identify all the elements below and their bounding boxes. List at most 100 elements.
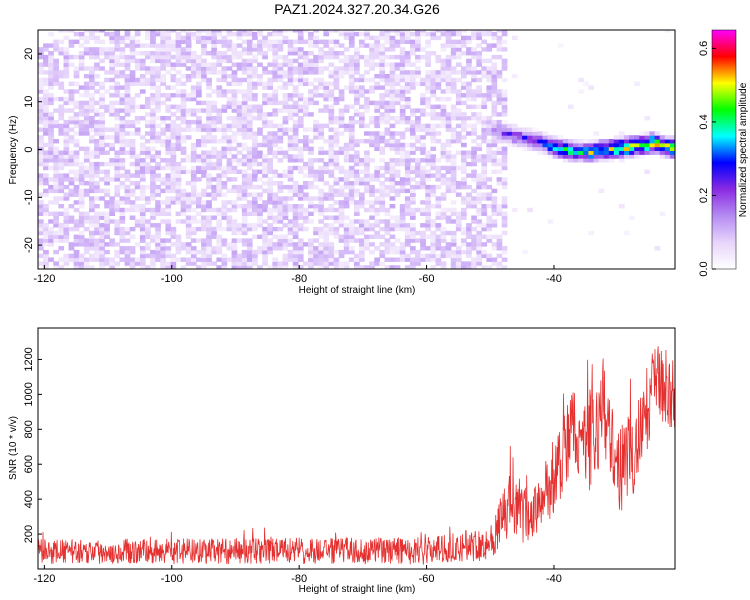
- heatmap-cell: [486, 131, 493, 136]
- heatmap-cell: [38, 116, 44, 121]
- heatmap-cell: [435, 70, 442, 75]
- heatmap-cell: [124, 58, 131, 64]
- heatmap-cell: [216, 257, 223, 262]
- heatmap-cell: [461, 43, 467, 48]
- heatmap-cell: [48, 100, 54, 106]
- heatmap-cell: [160, 100, 166, 106]
- heatmap-cell: [359, 93, 365, 98]
- heatmap-cell: [38, 96, 44, 102]
- heatmap-cell: [471, 154, 477, 159]
- heatmap-cell: [328, 93, 335, 98]
- heatmap-cell: [450, 177, 457, 182]
- heatmap-cell: [53, 261, 59, 266]
- heatmap-cell: [603, 154, 610, 159]
- heatmap-cell: [246, 249, 253, 255]
- heatmap-cell: [333, 70, 340, 75]
- heatmap-cell: [476, 89, 482, 94]
- heatmap-cell: [180, 112, 187, 117]
- heatmap-cell: [425, 96, 431, 102]
- heatmap-cell: [364, 200, 370, 205]
- heatmap-cell: [404, 100, 411, 106]
- heatmap-cell: [348, 188, 355, 194]
- heatmap-cell: [389, 249, 396, 255]
- heatmap-cell: [155, 31, 161, 37]
- heatmap-cell: [420, 77, 426, 83]
- heatmap-cell: [313, 204, 319, 209]
- heatmap-cell: [292, 219, 299, 224]
- heatmap-cell: [374, 123, 380, 129]
- heatmap-cell: [206, 253, 212, 259]
- heatmap-cell: [343, 181, 350, 186]
- heatmap-cell: [201, 30, 207, 33]
- heatmap-cell: [277, 77, 284, 83]
- heatmap-cell: [669, 150, 675, 155]
- heatmap-cell: [486, 257, 493, 262]
- heatmap-cell: [246, 246, 253, 251]
- heatmap-cell: [420, 211, 426, 216]
- heatmap-cell: [379, 96, 386, 102]
- heatmap-cell: [374, 165, 380, 171]
- heatmap-cell: [43, 165, 49, 171]
- heatmap-cell: [129, 150, 136, 155]
- heatmap-cell: [211, 135, 217, 140]
- heatmap-cell: [216, 238, 223, 243]
- heatmap-cell: [430, 112, 437, 117]
- heatmap-cell: [241, 51, 248, 56]
- heatmap-cell: [323, 150, 330, 155]
- heatmap-cell: [583, 150, 589, 155]
- heatmap-cell: [547, 139, 554, 144]
- heatmap-cell: [201, 51, 207, 56]
- heatmap-cell: [496, 123, 503, 129]
- heatmap-cell: [63, 74, 70, 79]
- heatmap-cell: [354, 154, 360, 159]
- heatmap-cell: [48, 188, 54, 194]
- heatmap-cell: [639, 154, 645, 159]
- heatmap-cell: [155, 30, 161, 33]
- heatmap-cell: [201, 223, 207, 228]
- heatmap-cell: [170, 253, 177, 259]
- heatmap-cell: [277, 211, 284, 216]
- heatmap-cell: [517, 142, 523, 148]
- heatmap-cell: [282, 265, 289, 269]
- heatmap-cell: [114, 135, 121, 140]
- heatmap-cell: [394, 43, 401, 48]
- heatmap-cell: [267, 184, 273, 190]
- heatmap-cell: [165, 207, 172, 213]
- heatmap-cell: [201, 158, 207, 163]
- heatmap-cell: [420, 30, 426, 33]
- heatmap-cell: [287, 47, 294, 52]
- heatmap-cell: [354, 112, 360, 117]
- heatmap-cell: [277, 31, 284, 37]
- heatmap-cell: [425, 219, 431, 224]
- heatmap-cell: [277, 62, 284, 67]
- heatmap-cell: [226, 30, 233, 33]
- heatmap-cell: [257, 150, 263, 155]
- heatmap-cell: [155, 51, 161, 56]
- heatmap-cell: [201, 66, 207, 71]
- heatmap-cell: [287, 96, 294, 102]
- heatmap-cell: [435, 226, 442, 232]
- heatmap-cell: [435, 238, 442, 243]
- heatmap-cell: [354, 238, 360, 243]
- heatmap-cell: [196, 249, 202, 255]
- heatmap-cell: [348, 74, 355, 79]
- heatmap-cell: [124, 249, 131, 255]
- heatmap-cell: [165, 200, 172, 205]
- heatmap-cell: [649, 131, 656, 136]
- heatmap-cell: [466, 265, 472, 269]
- heatmap-cell: [333, 192, 340, 197]
- heatmap-cell: [354, 70, 360, 75]
- heatmap-cell: [185, 249, 192, 255]
- chart-title: PAZ1.2024.327.20.34.G26: [274, 1, 440, 17]
- heatmap-cell: [139, 204, 146, 209]
- heatmap-cell: [252, 177, 258, 182]
- heatmap-cell: [73, 188, 80, 194]
- heatmap-cell: [63, 123, 70, 129]
- heatmap-cell: [282, 261, 289, 266]
- heatmap-cell: [389, 215, 396, 220]
- heatmap-cell: [38, 242, 44, 247]
- heatmap-cell: [206, 81, 212, 86]
- heatmap-cell: [216, 184, 223, 190]
- heatmap-cell: [104, 104, 110, 109]
